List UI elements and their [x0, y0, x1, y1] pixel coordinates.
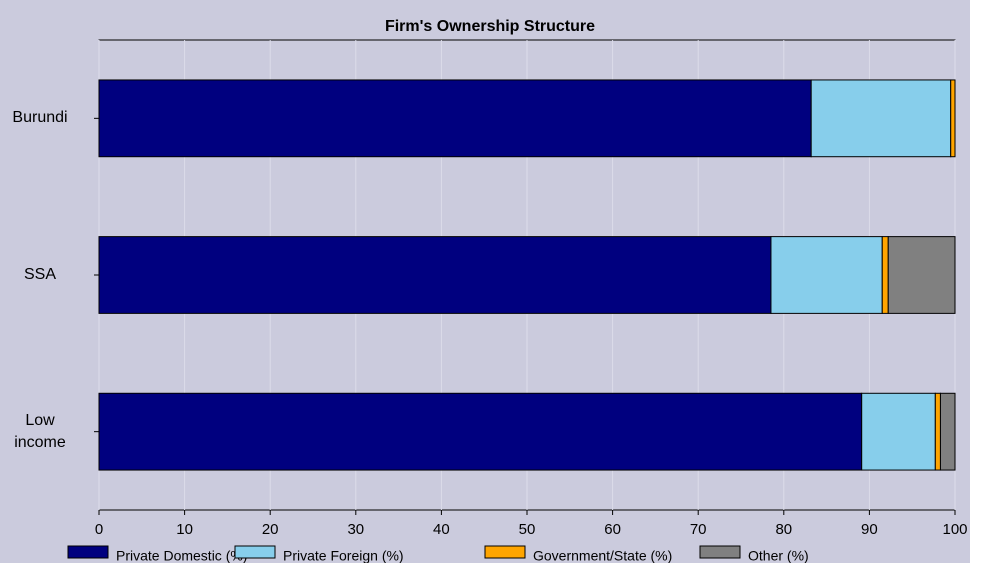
legend-swatch: [699, 545, 741, 559]
x-tick-label: 30: [347, 521, 364, 538]
x-tick-label: 20: [262, 521, 279, 538]
y-tick-label: Low income: [14, 411, 66, 451]
legend-swatch: [234, 545, 276, 559]
bar-segment: [950, 79, 956, 158]
x-tick-label: 0: [95, 521, 103, 538]
x-tick-label: 90: [861, 521, 878, 538]
y-tick-label: SSA: [23, 266, 56, 283]
chart-title: Firm's Ownership Structure: [385, 18, 595, 35]
x-tick-label: 10: [176, 521, 193, 538]
legend-swatch: [67, 545, 109, 559]
bar-segment: [887, 236, 956, 314]
x-tick-label: 100: [942, 521, 967, 538]
y-tick-label: Burundi: [12, 109, 68, 127]
bar-segment: [810, 79, 952, 158]
x-tick-label: 60: [604, 521, 621, 538]
bar-segment: [770, 236, 883, 314]
bar-segment: [881, 236, 889, 314]
legend-label: Private Foreign (%): [283, 548, 404, 563]
legend-swatch: [484, 545, 526, 559]
bar-segment: [934, 392, 941, 471]
bar-segment: [98, 236, 772, 314]
legend-label: Private Domestic (%): [116, 548, 247, 563]
x-tick-label: 70: [690, 521, 707, 538]
legend-label: Other (%): [748, 548, 809, 563]
x-tick-label: 80: [775, 521, 792, 538]
bar-segment: [939, 392, 956, 471]
x-tick-label: 50: [519, 521, 536, 538]
bar-segment: [98, 79, 812, 158]
bar-segment: [98, 392, 863, 471]
x-tick-label: 40: [433, 521, 450, 538]
bar-segment: [861, 392, 936, 471]
legend-label: Government/State (%): [533, 548, 672, 563]
